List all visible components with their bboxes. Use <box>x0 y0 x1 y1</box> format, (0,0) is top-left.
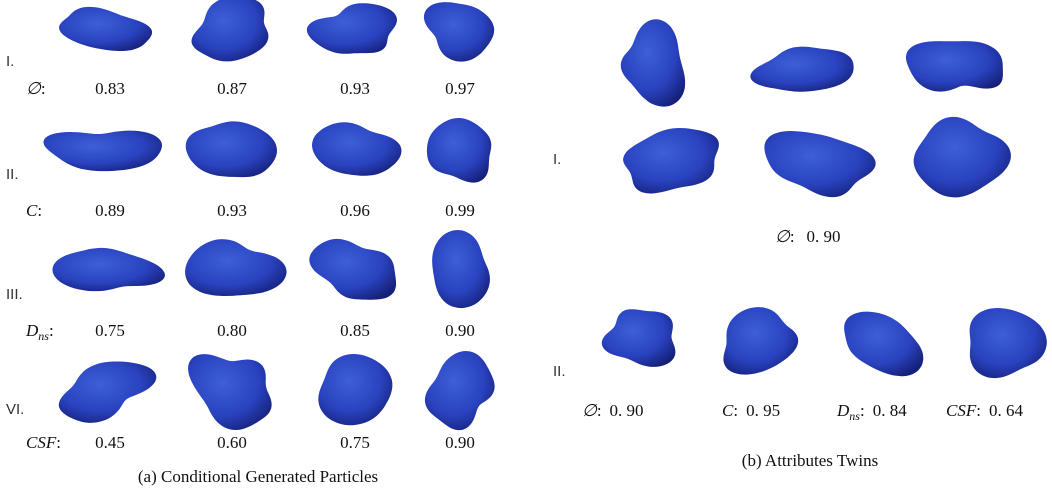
symbol: C <box>722 401 734 420</box>
attribute-value: 0.85 <box>340 321 370 340</box>
particle <box>192 0 269 61</box>
symbol: ∅ <box>26 79 42 98</box>
row-label: VI. <box>6 401 24 418</box>
row-label: I. <box>6 53 14 70</box>
attribute-value: 0.90 <box>445 321 475 340</box>
row-label: II. <box>553 363 566 380</box>
particle <box>43 131 162 172</box>
symbol: ∅ <box>775 227 791 246</box>
particle <box>623 128 719 194</box>
symbol: D <box>25 321 39 340</box>
attribute-value: 0. 95 <box>746 401 780 420</box>
particle <box>424 2 494 62</box>
particle <box>906 41 1003 92</box>
particle <box>621 19 685 106</box>
separator: : <box>733 401 738 420</box>
symbol: ∅ <box>582 401 598 420</box>
attribute-symbol: ∅: <box>26 79 46 98</box>
particle <box>59 7 152 51</box>
particle <box>844 312 923 377</box>
attribute-value: 0.60 <box>217 433 247 452</box>
attribute-symbol: Dns:0. 84 <box>836 401 907 423</box>
separator: : <box>597 401 602 420</box>
separator: : <box>41 79 46 98</box>
separator: : <box>860 401 865 420</box>
particle <box>425 351 495 430</box>
attribute-value: 0.83 <box>95 79 125 98</box>
particle <box>59 361 157 422</box>
caption: (a) Conditional Generated Particles <box>138 467 378 486</box>
particle <box>186 121 277 177</box>
particle <box>318 354 392 425</box>
attribute-value: 0.80 <box>217 321 247 340</box>
symbol: CSF <box>26 433 57 452</box>
attribute-value: 0. 84 <box>873 401 908 420</box>
attribute-value: 0.75 <box>340 433 370 452</box>
separator: : <box>790 227 795 246</box>
particle <box>427 118 491 183</box>
particle <box>52 248 164 291</box>
attribute-symbol: CSF:0. 64 <box>946 401 1023 420</box>
attribute-value: 0.87 <box>217 79 247 98</box>
particle <box>307 3 397 54</box>
particle <box>970 308 1047 378</box>
separator: : <box>976 401 981 420</box>
attribute-symbol: ∅:0. 90 <box>582 401 644 420</box>
attribute-value: 0.89 <box>95 201 125 220</box>
particle <box>750 47 853 92</box>
attribute-value: 0.99 <box>445 201 475 220</box>
attribute-value: 0.45 <box>95 433 125 452</box>
attribute-value: 0.93 <box>217 201 247 220</box>
symbol: CSF <box>946 401 977 420</box>
attribute-symbol: CSF: <box>26 433 61 452</box>
attribute-symbol: C: <box>26 201 42 220</box>
attribute-symbol: ∅:0. 90 <box>775 227 841 246</box>
particle <box>602 309 676 367</box>
attribute-value: 0.90 <box>445 433 475 452</box>
subscript: ns <box>849 409 860 423</box>
attribute-value: 0. 90 <box>807 227 841 246</box>
particle <box>188 354 272 430</box>
separator: : <box>49 321 54 340</box>
attribute-value: 0. 64 <box>989 401 1024 420</box>
attribute-value: 0.93 <box>340 79 370 98</box>
particle <box>312 122 402 176</box>
row-label: I. <box>553 151 561 168</box>
caption: (b) Attributes Twins <box>742 451 878 470</box>
particle <box>309 239 396 300</box>
particle <box>185 239 286 296</box>
attribute-value: 0. 90 <box>610 401 644 420</box>
attribute-value: 0.75 <box>95 321 125 340</box>
symbol: D <box>836 401 850 420</box>
particle <box>432 230 490 308</box>
particle <box>764 131 875 197</box>
separator: : <box>37 201 42 220</box>
attribute-symbol: Dns: <box>25 321 54 343</box>
row-label: III. <box>6 286 23 303</box>
attribute-symbol: C:0. 95 <box>722 401 780 420</box>
attribute-value: 0.96 <box>340 201 370 220</box>
attribute-value: 0.97 <box>445 79 475 98</box>
separator: : <box>56 433 61 452</box>
particle <box>723 307 798 375</box>
subscript: ns <box>38 329 49 343</box>
symbol: C <box>26 201 38 220</box>
figure: I. ∅: 0.83 0.87 0.93 0.97 II. C: 0.89 0.93 0.96 0.9… <box>0 0 1052 490</box>
row-label: II. <box>6 166 19 183</box>
particle <box>914 117 1011 198</box>
